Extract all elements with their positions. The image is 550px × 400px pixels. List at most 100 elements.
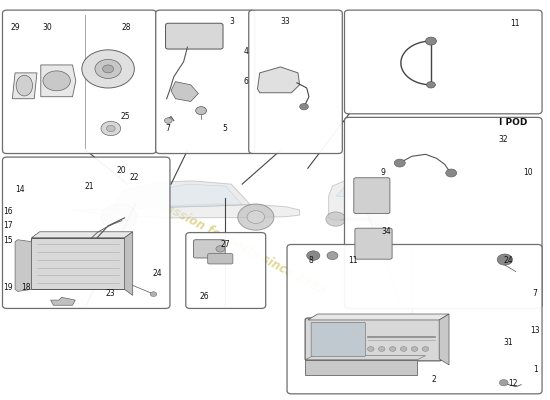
Circle shape	[107, 125, 115, 132]
Text: 12: 12	[508, 379, 518, 388]
Text: 14: 14	[15, 185, 24, 194]
Circle shape	[422, 346, 429, 351]
FancyBboxPatch shape	[3, 10, 156, 154]
Text: 7: 7	[533, 289, 538, 298]
Circle shape	[43, 71, 70, 91]
Text: 10: 10	[524, 168, 533, 177]
Circle shape	[196, 107, 207, 114]
Polygon shape	[124, 184, 242, 209]
Polygon shape	[31, 232, 133, 238]
Circle shape	[150, 292, 157, 296]
Circle shape	[101, 204, 137, 230]
FancyBboxPatch shape	[166, 23, 223, 49]
Circle shape	[103, 65, 113, 73]
Polygon shape	[124, 232, 133, 295]
Text: 6: 6	[244, 77, 248, 86]
Polygon shape	[41, 65, 76, 97]
Circle shape	[389, 346, 396, 351]
Polygon shape	[51, 297, 75, 305]
Circle shape	[111, 211, 128, 224]
Circle shape	[367, 346, 374, 351]
FancyBboxPatch shape	[249, 10, 342, 154]
Text: 30: 30	[42, 22, 52, 32]
Text: 27: 27	[221, 240, 230, 248]
Circle shape	[499, 380, 508, 386]
Polygon shape	[336, 182, 378, 197]
Text: 9: 9	[381, 168, 386, 177]
Text: 17: 17	[4, 221, 13, 230]
Polygon shape	[12, 73, 37, 99]
Text: 24: 24	[503, 256, 513, 265]
Circle shape	[411, 346, 418, 351]
FancyBboxPatch shape	[186, 232, 266, 308]
Text: 13: 13	[530, 326, 540, 335]
Polygon shape	[308, 314, 449, 320]
Polygon shape	[305, 356, 426, 360]
Text: 3: 3	[230, 17, 235, 26]
Circle shape	[164, 118, 172, 123]
Text: ≡: ≡	[355, 198, 359, 202]
FancyBboxPatch shape	[194, 240, 225, 258]
Text: 16: 16	[4, 206, 13, 216]
FancyBboxPatch shape	[208, 254, 233, 264]
Circle shape	[446, 169, 456, 177]
Text: 20: 20	[116, 166, 126, 175]
Circle shape	[307, 251, 320, 260]
Circle shape	[247, 211, 265, 224]
Circle shape	[95, 59, 121, 78]
Circle shape	[101, 121, 120, 136]
Polygon shape	[305, 360, 417, 375]
FancyBboxPatch shape	[156, 10, 255, 154]
Polygon shape	[439, 314, 449, 365]
Circle shape	[238, 204, 274, 230]
Text: 15: 15	[4, 236, 13, 244]
FancyBboxPatch shape	[354, 178, 390, 214]
Circle shape	[426, 37, 437, 45]
Text: 1: 1	[533, 365, 537, 374]
Polygon shape	[73, 204, 300, 218]
Text: 24: 24	[153, 269, 162, 278]
FancyBboxPatch shape	[287, 244, 542, 394]
Text: 8: 8	[309, 256, 313, 265]
FancyBboxPatch shape	[311, 322, 365, 356]
Text: 2: 2	[432, 375, 437, 384]
Polygon shape	[111, 181, 250, 209]
Text: 11: 11	[510, 18, 520, 28]
Circle shape	[497, 254, 513, 265]
Text: 25: 25	[121, 112, 130, 120]
Circle shape	[82, 50, 134, 88]
Polygon shape	[171, 82, 199, 102]
Circle shape	[300, 104, 309, 110]
FancyBboxPatch shape	[31, 238, 124, 289]
Text: 28: 28	[121, 22, 130, 32]
Text: 34: 34	[382, 227, 392, 236]
Polygon shape	[329, 178, 386, 221]
Polygon shape	[257, 67, 300, 93]
FancyBboxPatch shape	[344, 117, 542, 308]
Text: 18: 18	[21, 283, 31, 292]
FancyBboxPatch shape	[355, 228, 392, 259]
Text: 29: 29	[11, 22, 20, 32]
Circle shape	[216, 246, 224, 252]
Text: 32: 32	[499, 134, 509, 144]
Text: passion for parts since 1985: passion for parts since 1985	[156, 198, 328, 298]
Text: 11: 11	[348, 256, 358, 265]
Text: 22: 22	[129, 173, 139, 182]
Text: 23: 23	[105, 289, 115, 298]
Circle shape	[394, 159, 405, 167]
Circle shape	[378, 346, 385, 351]
FancyBboxPatch shape	[3, 157, 170, 308]
FancyBboxPatch shape	[344, 10, 542, 114]
Text: 33: 33	[280, 17, 290, 26]
Circle shape	[400, 346, 407, 351]
Circle shape	[327, 252, 338, 260]
Text: 19: 19	[4, 283, 13, 292]
Circle shape	[427, 82, 436, 88]
Text: 7: 7	[165, 124, 170, 133]
Circle shape	[326, 212, 345, 226]
Polygon shape	[15, 240, 31, 291]
Text: I POD: I POD	[499, 118, 527, 127]
Text: 31: 31	[503, 338, 513, 346]
Ellipse shape	[16, 75, 32, 96]
Text: 26: 26	[200, 292, 209, 302]
